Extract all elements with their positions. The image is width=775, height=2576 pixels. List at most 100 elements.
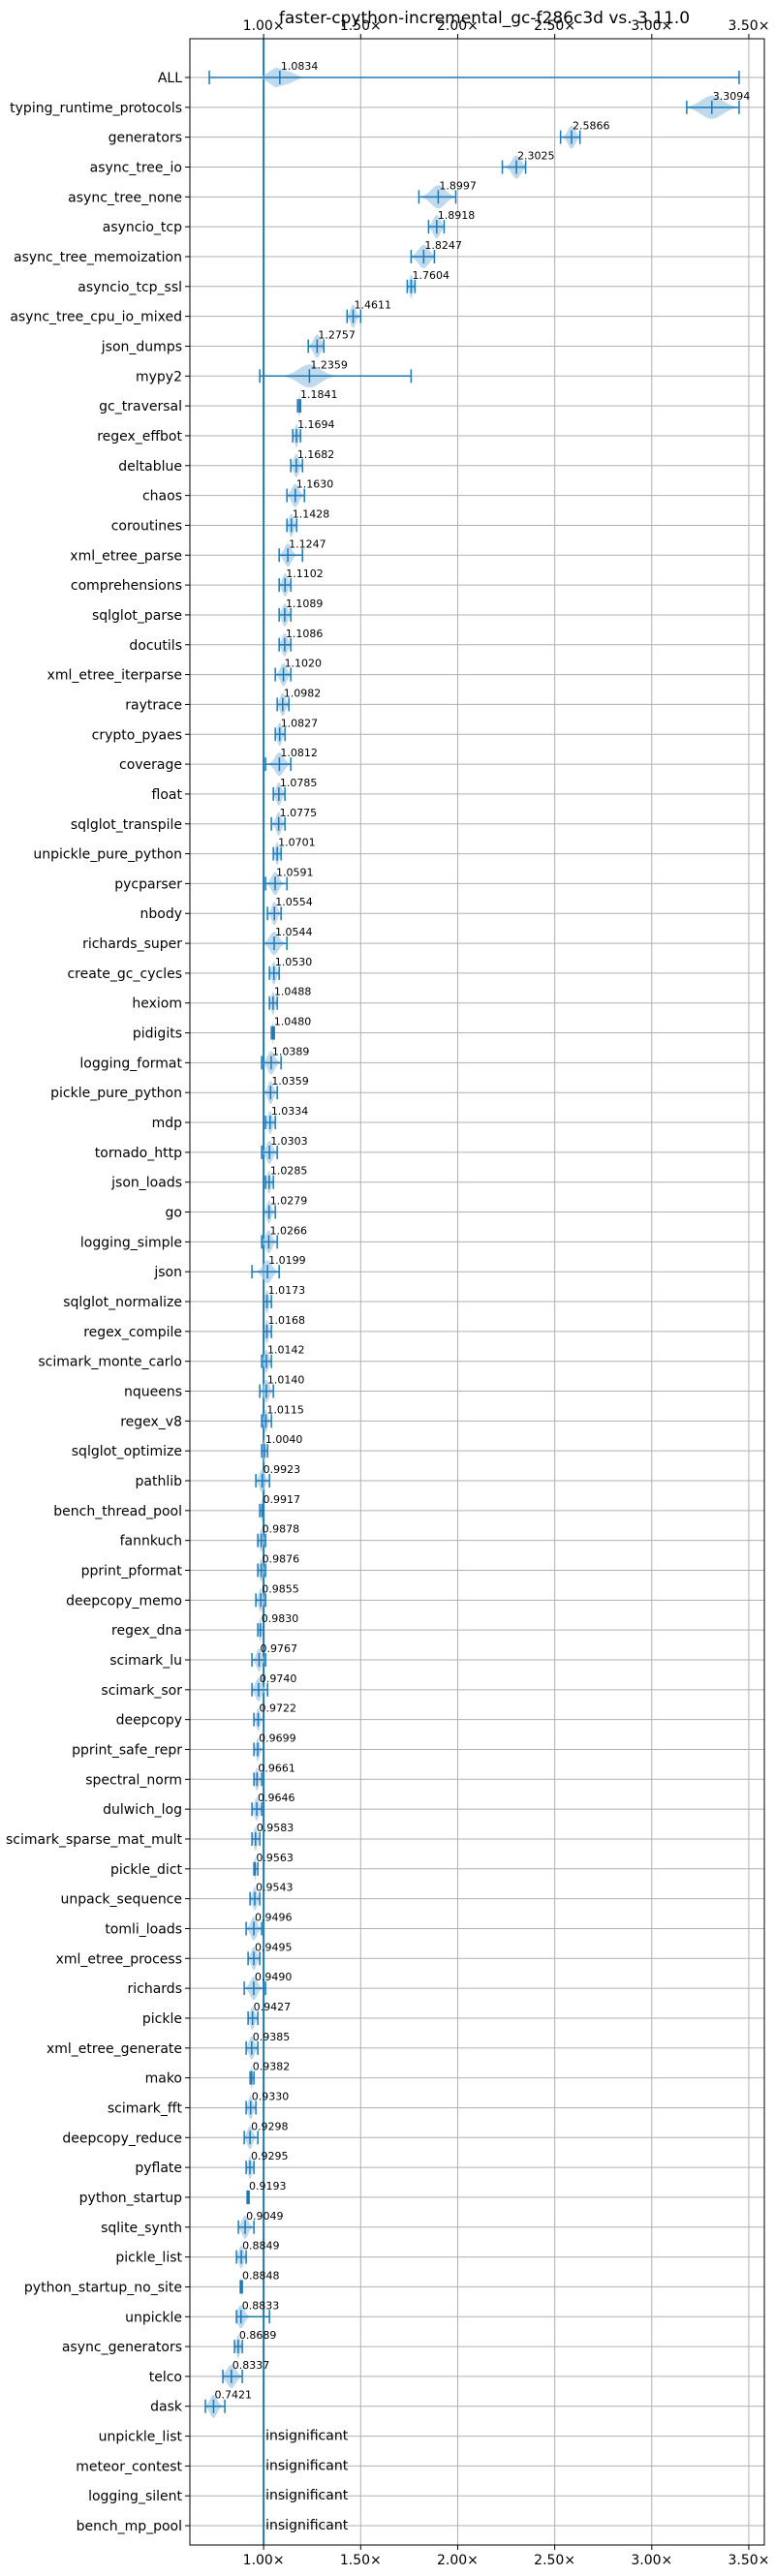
insignificant-label: insignificant <box>265 2518 349 2533</box>
benchmark-name: typing_runtime_protocols <box>10 101 182 116</box>
value-label: 0.8849 <box>242 2240 280 2253</box>
benchmark-name: json_loads <box>110 1176 182 1191</box>
benchmark-name: float <box>152 787 183 803</box>
benchmark-name: async_tree_none <box>68 190 182 205</box>
benchmark-name: meteor_contest <box>76 2459 182 2474</box>
benchmark-name: json <box>153 1265 182 1280</box>
benchmark-name: bench_thread_pool <box>53 1504 182 1519</box>
benchmark-name: create_gc_cycles <box>67 966 182 982</box>
value-label: 1.0591 <box>276 866 314 878</box>
value-label: 1.0142 <box>267 1344 305 1357</box>
value-label: 0.8848 <box>242 2269 279 2282</box>
benchmark-name: coroutines <box>111 518 182 534</box>
benchmark-name: unpickle <box>125 2310 182 2325</box>
benchmark-name: tornado_http <box>95 1146 182 1161</box>
value-label: 1.1089 <box>286 598 324 610</box>
value-label: 0.8833 <box>242 2299 280 2312</box>
benchmark-name: async_tree_cpu_io_mixed <box>10 310 182 325</box>
value-label: 0.9295 <box>251 2150 289 2162</box>
value-label: 1.0554 <box>275 896 313 908</box>
x-tick-label-bottom: 2.00× <box>437 2553 479 2568</box>
value-label: 0.9490 <box>255 1971 293 1983</box>
benchmark-labels: ALL 1.0834 typing_runtime_protocols 3.3094 g… <box>6 60 750 2534</box>
value-label: 0.9583 <box>257 1822 294 1834</box>
benchmark-name: xml_etree_generate <box>46 2041 182 2057</box>
x-tick-label-top: 2.50× <box>534 18 575 34</box>
benchmark-name: hexiom <box>132 997 182 1012</box>
benchmark-name: tomli_loads <box>105 1921 182 1937</box>
value-label: 1.8247 <box>424 239 462 252</box>
value-label: 0.9722 <box>260 1702 297 1715</box>
benchmark-name: xml_etree_parse <box>70 548 182 564</box>
value-label: 1.0701 <box>278 837 316 849</box>
value-label: 0.7421 <box>214 2389 252 2402</box>
value-label: 1.0040 <box>265 1433 303 1446</box>
value-label: 0.9543 <box>256 1882 294 1894</box>
benchmark-name: asyncio_tcp <box>103 220 182 235</box>
value-label: 1.0303 <box>270 1135 308 1148</box>
value-label: 0.9699 <box>259 1732 296 1744</box>
value-label: 0.9878 <box>263 1523 300 1536</box>
x-tick-label-bottom: 3.00× <box>631 2553 672 2568</box>
value-label: 1.1630 <box>296 478 334 491</box>
value-label: 1.1086 <box>286 628 324 640</box>
x-tick-label-bottom: 1.50× <box>340 2553 382 2568</box>
value-label: 1.0785 <box>280 777 318 789</box>
x-tick-label-bottom: 2.50× <box>534 2553 575 2568</box>
chart-title: faster-cpython-incremental_gc-f286c3d vs… <box>279 9 690 28</box>
value-label: 1.0199 <box>268 1254 306 1267</box>
benchmark-name: unpickle_pure_python <box>33 847 182 863</box>
benchmark-name: async_tree_memoization <box>14 250 182 265</box>
value-label: 1.8918 <box>438 209 476 222</box>
benchmark-name: richards <box>128 1981 183 1997</box>
benchmark-name: async_generators <box>62 2340 182 2355</box>
value-label: 1.0827 <box>281 717 319 729</box>
benchmark-name: docutils <box>129 638 182 654</box>
benchmark-name: xml_etree_process <box>56 1951 182 1967</box>
benchmark-name: deepcopy_memo <box>66 1593 182 1609</box>
benchmark-name: logging_format <box>79 1056 182 1071</box>
benchmark-name: raytrace <box>125 697 182 713</box>
value-label: 0.9830 <box>262 1612 299 1625</box>
value-label: 0.9917 <box>263 1493 300 1506</box>
benchmark-name: regex_effbot <box>97 429 182 445</box>
benchmark-name: pickle <box>142 2011 182 2027</box>
benchmark-name: asyncio_tcp_ssl <box>78 280 182 295</box>
value-label: 1.7604 <box>412 269 450 282</box>
value-label: 1.2359 <box>310 358 348 371</box>
value-label: 1.0266 <box>269 1224 307 1237</box>
value-label: 1.0140 <box>267 1374 305 1387</box>
value-label: 1.1247 <box>289 537 326 550</box>
value-label: 0.9855 <box>262 1582 299 1595</box>
benchmark-name: deltablue <box>118 459 182 475</box>
benchmark-name: spectral_norm <box>85 1772 182 1788</box>
benchmark-name: xml_etree_iterparse <box>47 668 182 684</box>
benchmark-name: scimark_fft <box>108 2101 183 2116</box>
benchmark-name: python_startup <box>79 2191 182 2206</box>
value-label: 0.9563 <box>256 1852 294 1864</box>
benchmark-name: bench_mp_pool <box>77 2519 182 2534</box>
benchmark-name: richards_super <box>82 936 182 952</box>
value-label: 0.9385 <box>253 2031 291 2043</box>
benchmark-name: sqlglot_normalize <box>63 1295 182 1310</box>
benchmark-name: json_dumps <box>101 339 182 354</box>
benchmark-name: pickle_dict <box>110 1862 183 1878</box>
value-label: 0.9767 <box>260 1642 297 1655</box>
value-label: 1.1694 <box>297 418 335 431</box>
x-tick-label-top: 2.00× <box>437 18 479 34</box>
benchmark-name: sqlite_synth <box>101 2221 182 2236</box>
benchmark-name: unpack_sequence <box>61 1892 182 1908</box>
benchmark-name: python_startup_no_site <box>24 2280 182 2295</box>
x-tick-label-top: 1.00× <box>243 18 285 34</box>
benchmark-name: sqlglot_transpile <box>71 817 182 833</box>
value-label: 1.1682 <box>297 448 335 461</box>
value-label: 1.0334 <box>271 1105 309 1118</box>
value-label: 1.0544 <box>275 926 313 938</box>
value-label: 0.9495 <box>255 1941 293 1953</box>
value-label: 1.0480 <box>274 1016 312 1028</box>
x-tick-label-bottom: 1.00× <box>243 2553 285 2568</box>
value-label: 0.9876 <box>263 1553 300 1566</box>
value-label: 1.0115 <box>266 1403 304 1416</box>
benchmark-name: fannkuch <box>120 1534 182 1549</box>
